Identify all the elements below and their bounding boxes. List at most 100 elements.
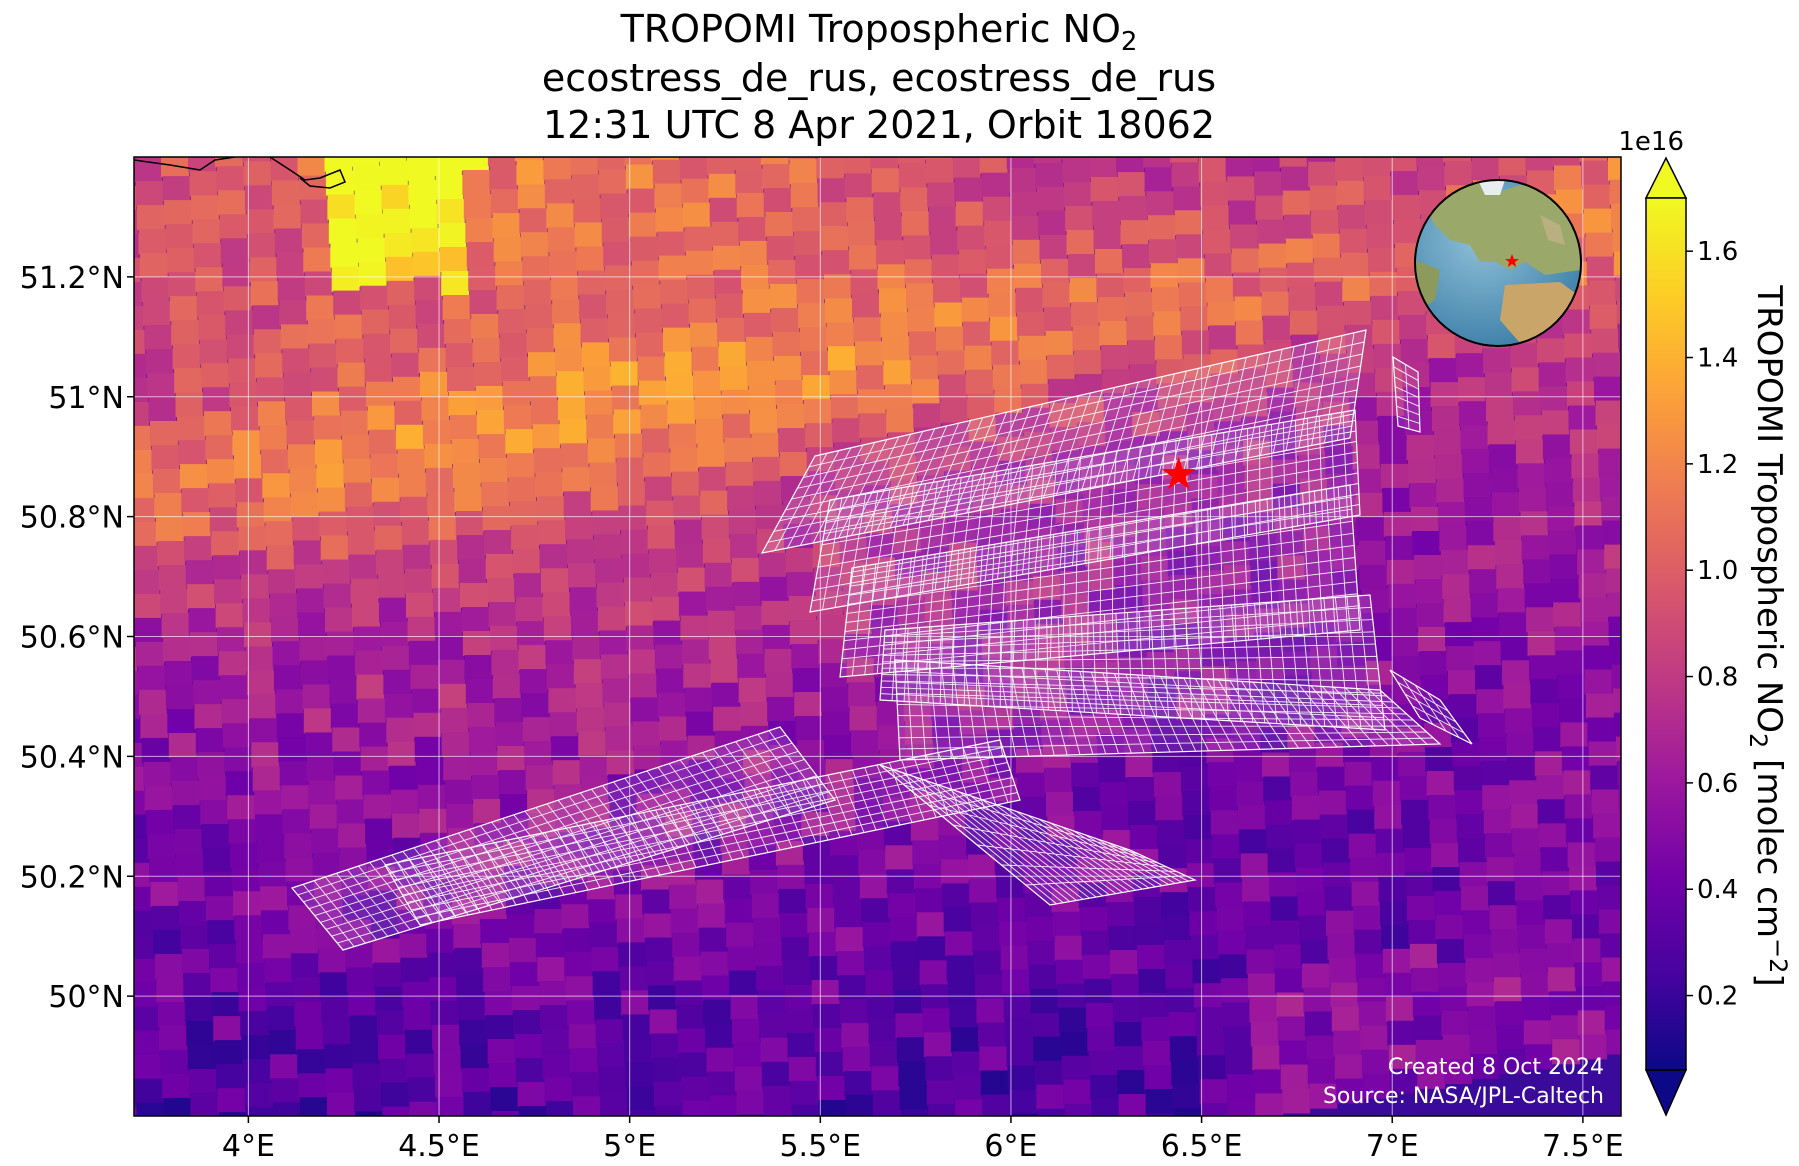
- no2-pixel: [1141, 1017, 1170, 1042]
- no2-pixel: [889, 917, 918, 943]
- no2-pixel: [1236, 781, 1265, 807]
- no2-pixel: [1226, 1074, 1255, 1100]
- no2-pixel: [1212, 834, 1241, 860]
- no2-pixel: [134, 694, 140, 720]
- no2-pixel: [1429, 358, 1458, 384]
- no2-pixel: [952, 157, 981, 179]
- no2-pixel: [248, 694, 277, 720]
- no2-pixel: [167, 1146, 195, 1166]
- no2-pixel: [550, 275, 579, 301]
- no2-pixel: [487, 117, 515, 142]
- no2-pixel: [1088, 1050, 1117, 1076]
- no2-pixel: [265, 521, 294, 547]
- no2-pixel: [260, 886, 288, 912]
- no2-pixel: [1435, 915, 1464, 940]
- no2-pixel: [495, 261, 524, 287]
- no2-pixel: [682, 202, 711, 228]
- no2-pixel: [925, 158, 954, 184]
- no2-pixel: [903, 235, 932, 261]
- no2-pixel: [1440, 550, 1469, 576]
- no2-pixel: [330, 1140, 358, 1165]
- no2-pixel: [1112, 998, 1141, 1023]
- no2-pixel: [303, 1145, 331, 1166]
- no2-pixel: [1316, 305, 1345, 331]
- no2-pixel: [352, 165, 381, 191]
- no2-pixel: [1342, 276, 1371, 302]
- no2-pixel: [570, 611, 599, 637]
- no2-pixel: [357, 698, 386, 724]
- no2-pixel: [1060, 1031, 1089, 1057]
- no2-pixel: [574, 222, 603, 248]
- no2-pixel: [134, 257, 141, 283]
- map-plot[interactable]: Created 8 Oct 2024 Source: NASA/JPL-Calt…: [95, 117, 1689, 1166]
- no2-pixel: [136, 1102, 165, 1116]
- no2-pixel: [353, 626, 382, 652]
- no2-pixel: [677, 567, 706, 593]
- no2-pixel: [522, 1154, 550, 1166]
- no2-pixel: [436, 199, 465, 224]
- no2-pixel: [568, 1024, 597, 1050]
- no2-pixel: [431, 563, 460, 589]
- no2-pixel: [1533, 727, 1562, 753]
- no2-pixel: [514, 573, 542, 599]
- no2-pixel: [1412, 531, 1441, 556]
- no2-pixel: [166, 248, 195, 274]
- no2-pixel: [484, 991, 513, 1016]
- no2-pixel: [1014, 263, 1042, 289]
- no2-pixel: [1062, 158, 1091, 183]
- no2-pixel: [885, 845, 914, 871]
- no2-pixel: [757, 989, 786, 1015]
- no2-pixel: [493, 237, 522, 263]
- no2-pixel: [1604, 544, 1621, 570]
- no2-pixel: [430, 1000, 459, 1026]
- no2-pixel: [1162, 916, 1191, 942]
- no2-pixel: [903, 1133, 931, 1158]
- globe-land: [1415, 180, 1581, 345]
- no2-pixel: [1099, 321, 1128, 346]
- no2-pixel: [892, 965, 921, 991]
- no2-pixel: [366, 381, 394, 407]
- no2-pixel: [776, 404, 805, 429]
- no2-pixel: [1577, 549, 1606, 575]
- footprint-cells: [840, 486, 1360, 676]
- no2-pixel: [473, 799, 502, 824]
- no2-pixel: [1495, 1001, 1524, 1027]
- no2-pixel: [413, 712, 442, 738]
- no2-pixel: [275, 689, 304, 715]
- no2-pixel: [1170, 157, 1199, 164]
- no2-pixel: [463, 1091, 492, 1116]
- no2-pixel: [1362, 157, 1391, 177]
- no2-pixel: [402, 981, 431, 1007]
- no2-pixel: [653, 620, 682, 646]
- no2-pixel: [659, 716, 688, 742]
- no2-pixel: [1370, 295, 1399, 321]
- no2-pixel: [1065, 206, 1094, 231]
- no2-pixel: [958, 1147, 986, 1166]
- no2-pixel: [724, 898, 753, 924]
- no2-pixel: [808, 932, 837, 957]
- no2-pixel: [1598, 448, 1621, 474]
- no2-pixel: [728, 509, 757, 535]
- no2-pixel: [256, 377, 285, 403]
- no2-pixel: [799, 327, 828, 353]
- no2-pixel: [545, 1101, 574, 1116]
- no2-pixel: [1470, 157, 1499, 158]
- no2-pixel: [562, 928, 591, 954]
- no2-pixel: [303, 247, 332, 273]
- no2-pixel: [1144, 1065, 1173, 1090]
- no2-pixel: [790, 183, 819, 209]
- no2-pixel: [646, 500, 675, 526]
- no2-pixel: [1119, 196, 1148, 222]
- no2-pixel: [1080, 906, 1109, 932]
- no2-pixel: [141, 737, 170, 763]
- ecostress-footprint-grid: [290, 329, 1473, 951]
- no2-pixel: [1143, 157, 1172, 169]
- no2-pixel: [858, 850, 887, 876]
- no2-pixel: [1591, 789, 1620, 815]
- no2-pixel: [134, 742, 143, 768]
- no2-pixel: [350, 118, 378, 143]
- no2-pixel: [1255, 195, 1284, 221]
- no2-pixel: [942, 883, 971, 909]
- no2-pixel: [1264, 800, 1293, 826]
